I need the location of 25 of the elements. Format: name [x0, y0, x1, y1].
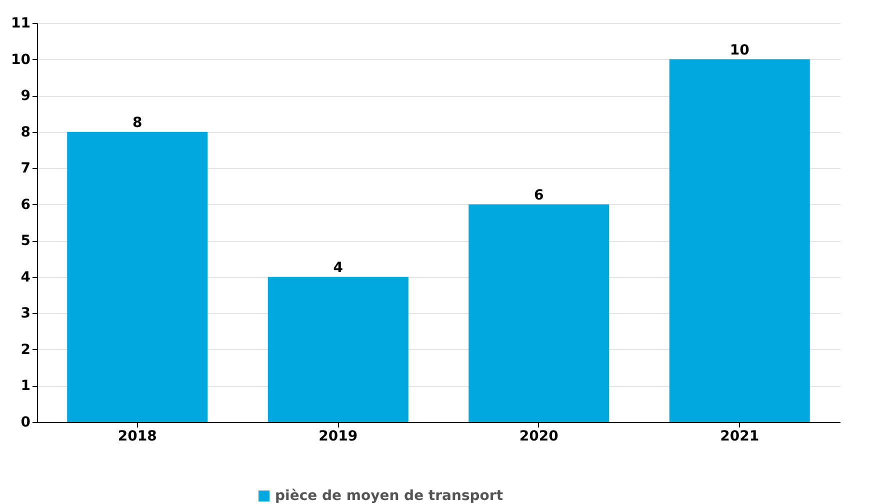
y-tick-label: 4 — [20, 269, 31, 286]
bar — [67, 132, 208, 422]
y-tick-label: 6 — [20, 196, 30, 213]
y-tick-label: 2 — [20, 342, 30, 358]
data-label: 6 — [534, 187, 544, 204]
x-tick-label: 2021 — [720, 428, 760, 444]
y-tick-label: 0 — [20, 414, 31, 430]
y-tick-label: 1 — [20, 378, 30, 394]
data-label: 4 — [333, 260, 344, 276]
y-tick-label: 3 — [20, 306, 30, 322]
y-tick-label: 10 — [11, 52, 31, 68]
x-tick-label: 2020 — [519, 428, 559, 444]
y-tick-label: 8 — [20, 124, 30, 140]
y-tick-label: 11 — [11, 16, 30, 32]
bar — [268, 276, 408, 422]
y-tick-label: 5 — [20, 233, 30, 250]
bar — [669, 59, 810, 422]
y-tick-label: 7 — [20, 160, 30, 177]
legend-label: pièce de moyen de transport — [275, 488, 504, 504]
data-label: 10 — [730, 42, 750, 58]
bar — [468, 204, 610, 422]
x-tick-label: 2018 — [118, 428, 157, 444]
x-tick-label: 2019 — [318, 428, 358, 444]
data-label: 8 — [132, 114, 142, 131]
y-tick-label: 9 — [20, 88, 30, 104]
